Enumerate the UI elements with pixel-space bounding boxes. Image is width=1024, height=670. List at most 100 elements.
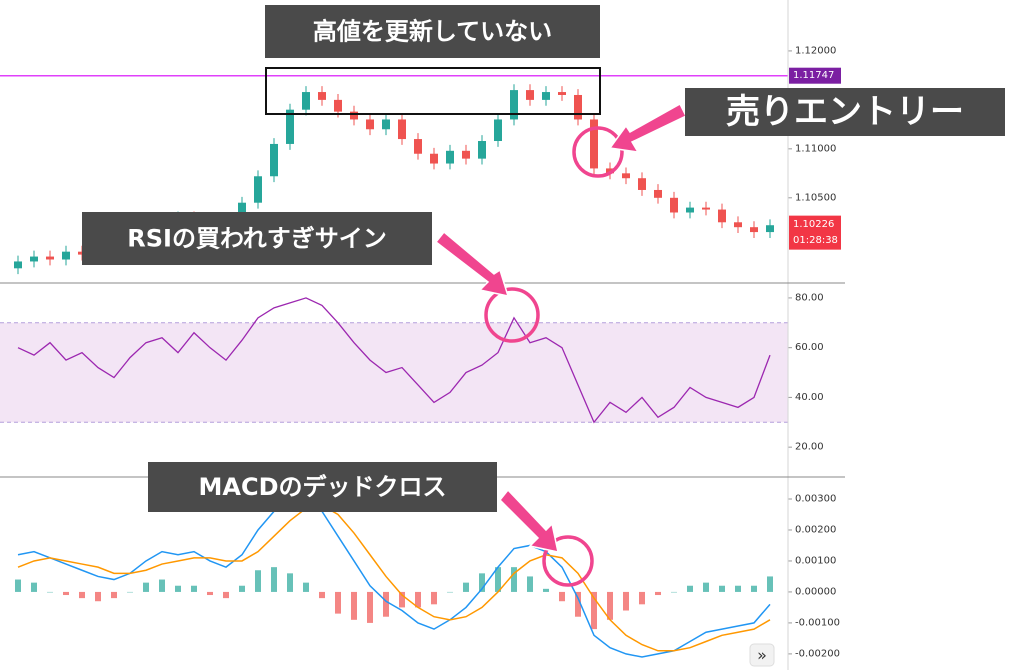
histogram-bar: [543, 588, 549, 592]
price-tag-label: 1.11747: [793, 70, 834, 81]
histogram-bar: [287, 573, 293, 592]
rsi-band: [0, 322, 788, 423]
annotation-text: 売りエントリー: [726, 92, 964, 132]
histogram-bar: [127, 591, 133, 593]
candle-body: [350, 111, 358, 120]
annotation-text: 高値を更新していない: [313, 18, 552, 46]
y-tick-label: 80.00: [795, 292, 824, 303]
candle-body: [414, 139, 422, 154]
y-tick-label: 0.00300: [795, 493, 836, 504]
histogram-bar: [223, 591, 229, 599]
y-tick-label: 20.00: [795, 442, 824, 453]
histogram-bar: [479, 573, 485, 592]
histogram-bar: [15, 579, 21, 592]
histogram-bar: [383, 591, 389, 617]
last-price-tag: [789, 215, 841, 250]
candle-body: [510, 90, 518, 120]
pane: 0.00300 0.00200 0.00100 0.00000 -0.00100 -0.0…: [15, 493, 840, 659]
histogram-bar: [31, 582, 37, 592]
histogram-bar: [303, 582, 309, 592]
candle-body: [238, 202, 246, 220]
arrow: [434, 230, 510, 298]
y-tick-label: 60.00: [795, 342, 824, 353]
histogram-bar: [319, 591, 325, 599]
histogram-bar: [111, 591, 117, 599]
histogram-bar: [639, 591, 645, 605]
countdown-label: 01:28:38: [793, 235, 838, 246]
button-label[interactable]: »: [757, 646, 767, 665]
y-tick-label: 0.00000: [795, 586, 836, 597]
y-tick-label: 0.00200: [795, 524, 836, 535]
histogram-bar: [751, 585, 757, 592]
histogram-bar: [431, 591, 437, 605]
histogram-bar: [399, 591, 405, 608]
histogram-bar: [255, 570, 261, 592]
histogram-bar: [79, 591, 85, 599]
histogram-bar: [607, 591, 613, 620]
candle-body: [398, 119, 406, 140]
histogram-bar: [719, 585, 725, 592]
histogram-bar: [367, 591, 373, 623]
histogram-bar: [415, 591, 421, 608]
histogram-bar: [511, 567, 517, 592]
histogram-bar: [47, 591, 53, 593]
circle: [572, 126, 624, 178]
candle-body: [14, 261, 22, 269]
histogram-bar: [735, 585, 741, 592]
circle: [542, 535, 594, 587]
candle-body: [382, 119, 390, 130]
histogram-bar: [447, 591, 453, 593]
histogram-bar: [671, 591, 677, 593]
arrow: [608, 102, 688, 153]
candle-body: [270, 143, 278, 177]
histogram-bar: [655, 591, 661, 596]
arrow: [498, 488, 559, 553]
annotation-box: [685, 88, 1005, 136]
histogram-bar: [767, 576, 773, 592]
y-tick-label: 1.11000: [795, 143, 836, 154]
histogram-bar: [335, 591, 341, 614]
annotation-box: [82, 212, 432, 265]
candle-body: [686, 207, 694, 213]
annotations: [265, 67, 688, 587]
macd-line: [17, 498, 771, 658]
candle-body: [46, 256, 54, 260]
candle-body: [702, 207, 710, 210]
y-tick-label: 1.12000: [795, 45, 836, 56]
pane: 80.00 60.00 40.00 20.00: [0, 292, 824, 453]
candle-body: [574, 94, 582, 120]
pane: 1.120001.115001.110001.105001.117471.102…: [0, 45, 841, 275]
candle-body: [62, 251, 70, 260]
histogram-bar: [239, 585, 245, 592]
button-bg[interactable]: [749, 643, 775, 667]
histogram-bar: [527, 576, 533, 592]
candle-body: [590, 119, 598, 169]
y-tick-label: -0.00100: [795, 617, 840, 628]
histogram-bar: [687, 585, 693, 592]
candle-body: [654, 189, 662, 198]
histogram-bar: [271, 567, 277, 592]
candle-body: [622, 173, 630, 179]
annotation-box: [148, 462, 497, 512]
candle-body: [526, 90, 534, 100]
y-tick-label: 1.10500: [795, 192, 836, 203]
last-price-label: 1.10226: [793, 219, 834, 230]
annotation-box: [265, 5, 600, 58]
histogram-bar: [703, 582, 709, 592]
candle-body: [766, 225, 774, 233]
histogram-bar: [463, 582, 469, 592]
candle-body: [558, 92, 566, 95]
y-tick-label: 40.00: [795, 392, 824, 403]
candle-body: [462, 150, 470, 159]
histogram-bar: [495, 567, 501, 592]
histogram-bar: [575, 591, 581, 617]
scroll-button[interactable]: »: [749, 643, 775, 667]
annotation-text: RSIの買われすぎサイン: [127, 225, 387, 253]
candle-body: [670, 197, 678, 213]
candle-body: [446, 150, 454, 164]
histogram-bar: [591, 591, 597, 630]
histogram-bar: [95, 591, 101, 602]
candle-body: [318, 92, 326, 100]
